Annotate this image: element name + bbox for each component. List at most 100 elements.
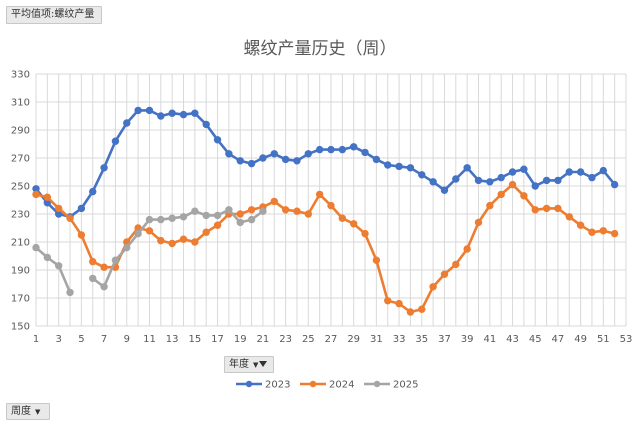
week-field-button[interactable]: 周度 ▼	[6, 403, 50, 420]
data-point-2025	[54, 262, 63, 270]
data-point-2025	[157, 215, 165, 224]
data-point-2024	[236, 210, 244, 218]
data-point-2024	[486, 201, 494, 210]
data-point-2023	[588, 173, 596, 182]
x-tick-label: 27	[325, 334, 338, 345]
y-tick-label: 210	[11, 238, 30, 249]
x-tick-label: 5	[78, 334, 84, 345]
data-point-2023	[440, 186, 449, 194]
data-point-2023	[213, 136, 222, 144]
legend-marker-2023	[245, 380, 253, 388]
x-tick-label: 37	[438, 334, 451, 345]
y-tick-label: 310	[11, 98, 30, 109]
x-tick-label: 25	[302, 334, 315, 345]
x-tick-label: 31	[370, 334, 383, 345]
data-point-2023	[406, 164, 415, 172]
data-point-2023	[452, 175, 460, 183]
data-point-2023	[497, 173, 505, 182]
data-point-2023	[610, 180, 619, 189]
legend-label-2025: 2025	[393, 380, 418, 391]
x-tick-label: 13	[166, 334, 179, 345]
data-point-2024	[247, 206, 256, 214]
x-axis-ticks: 1 3 5 7 9 11 13 15 17 19 21 23 25 27 29 31 33 35 37 39 41 43 4…	[33, 334, 633, 345]
data-point-2023	[145, 106, 154, 115]
data-point-2023	[565, 168, 573, 176]
x-tick-label: 49	[574, 334, 587, 345]
series-line-2025	[35, 246, 72, 293]
data-point-2023	[463, 164, 471, 172]
data-point-2024	[168, 239, 176, 248]
data-point-2024	[213, 221, 222, 229]
value-field-button[interactable]: 平均值项:螺纹产量	[6, 6, 102, 24]
x-tick-label: 33	[393, 334, 406, 345]
x-tick-label: 21	[257, 334, 270, 345]
data-point-2025	[100, 283, 108, 291]
data-point-2024	[281, 206, 290, 214]
data-point-2025	[145, 215, 154, 224]
data-point-2025	[134, 229, 142, 238]
data-point-2025	[259, 207, 267, 215]
data-point-2024	[361, 229, 369, 238]
data-point-2023	[247, 159, 256, 168]
data-point-2023	[429, 178, 437, 186]
data-point-2023	[338, 145, 347, 154]
dropdown-arrow-icon: ▼	[253, 361, 259, 369]
data-point-2023	[361, 148, 369, 157]
data-point-2023	[349, 143, 358, 151]
x-tick-label: 29	[347, 334, 360, 345]
data-point-2023	[372, 155, 381, 164]
dropdown-arrow-icon: ▼	[35, 408, 41, 416]
data-point-2023	[111, 137, 120, 145]
data-point-2023	[100, 164, 108, 172]
data-point-2024	[452, 260, 460, 269]
x-tick-label: 19	[234, 334, 247, 345]
filter-icon	[259, 361, 268, 367]
data-point-2024	[395, 299, 403, 308]
y-tick-label: 290	[11, 126, 30, 137]
data-point-2023	[281, 155, 290, 164]
x-tick-label: 51	[597, 334, 610, 345]
data-point-2024	[508, 180, 517, 189]
data-point-2024	[588, 228, 596, 236]
data-point-2024	[270, 197, 278, 206]
legend-marker-2025	[373, 380, 381, 388]
data-point-2024	[531, 206, 539, 214]
data-point-2024	[315, 190, 324, 199]
data-point-2023	[89, 187, 97, 196]
x-tick-label: 7	[101, 334, 107, 345]
year-filter-label: 年度	[229, 359, 249, 370]
data-point-2024	[542, 204, 551, 213]
series-line-2023	[34, 109, 616, 219]
data-point-2023	[542, 176, 551, 185]
data-point-2025	[123, 243, 131, 252]
data-point-2023	[236, 157, 244, 165]
x-tick-label: 35	[415, 334, 428, 345]
y-tick-label: 250	[11, 182, 30, 193]
data-point-2024	[157, 236, 165, 245]
data-point-2024	[463, 245, 471, 253]
data-point-2025	[202, 211, 210, 220]
data-point-2024	[599, 227, 608, 235]
data-point-2023	[293, 157, 301, 165]
data-point-2023	[157, 112, 165, 120]
data-point-2025	[66, 288, 74, 297]
data-point-2024	[554, 204, 562, 213]
x-tick-label: 45	[529, 334, 542, 345]
legend-marker-2024	[309, 380, 317, 388]
legend-label-2023: 2023	[265, 380, 290, 391]
legend-label-2024: 2024	[329, 380, 354, 391]
x-tick-label: 17	[211, 334, 224, 345]
data-point-2023	[395, 162, 403, 171]
year-filter-button[interactable]: 年度 ▼	[224, 356, 274, 373]
data-point-2023	[384, 161, 392, 169]
x-tick-label: 39	[461, 334, 474, 345]
legend: 2023 2024 2025	[236, 380, 418, 391]
y-tick-label: 330	[11, 70, 30, 81]
data-point-2023	[418, 171, 426, 179]
data-point-2025	[43, 253, 52, 262]
data-point-2024	[145, 227, 154, 235]
x-tick-label: 9	[124, 334, 130, 345]
data-point-2024	[440, 270, 449, 278]
data-point-2025	[236, 218, 244, 227]
x-tick-label: 3	[56, 334, 62, 345]
